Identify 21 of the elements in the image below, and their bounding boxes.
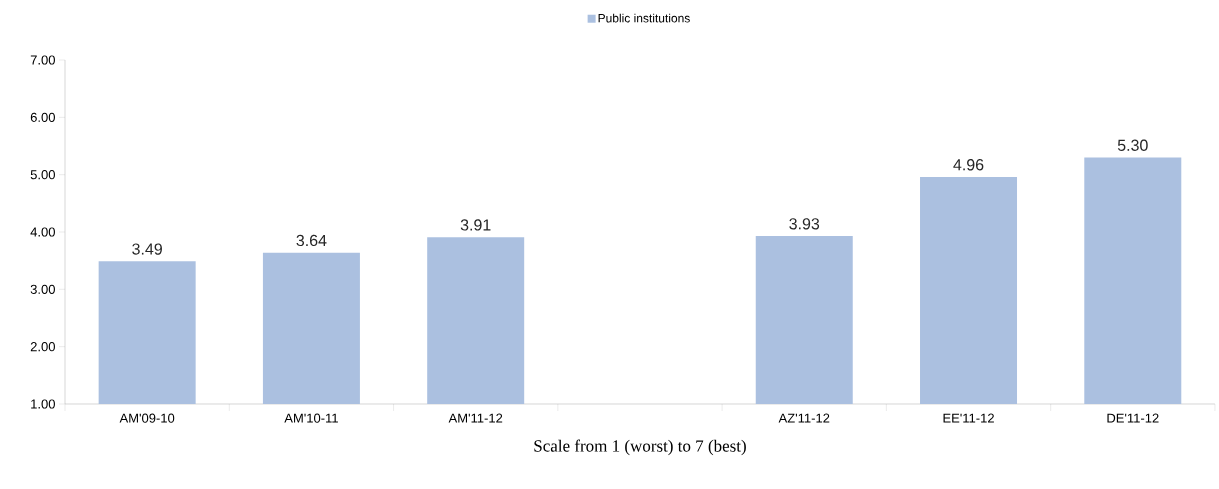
y-tick-label: 5.00 (30, 170, 55, 180)
data-label: 5.30 (1117, 139, 1148, 151)
x-tick-label: AM'10-11 (284, 413, 338, 423)
data-label: 4.96 (953, 159, 984, 171)
data-label: 3.93 (789, 218, 820, 230)
y-tick-label: 4.00 (30, 227, 55, 237)
data-label: 3.91 (460, 219, 491, 231)
x-tick-label: AZ'11-12 (778, 413, 830, 423)
y-tick-label: 6.00 (30, 112, 55, 122)
x-tick-label: EE'11-12 (943, 413, 994, 423)
legend-label: Public institutions (598, 13, 690, 23)
data-label: 3.64 (296, 234, 327, 247)
x-tick-label: AM'11-12 (448, 413, 503, 423)
y-tick-label: 2.00 (30, 342, 55, 352)
data-label: 3.49 (132, 243, 162, 255)
y-tick-label: 1.00 (31, 399, 55, 409)
y-tick-label: 7.00 (30, 55, 55, 65)
y-tick-label: 3.00 (30, 284, 55, 294)
x-tick-label: DE'11-12 (1107, 413, 1159, 423)
x-axis-title: Scale from 1 (worst) to 7 (best) (534, 439, 746, 456)
x-tick-label: AM'09-10 (119, 413, 175, 423)
